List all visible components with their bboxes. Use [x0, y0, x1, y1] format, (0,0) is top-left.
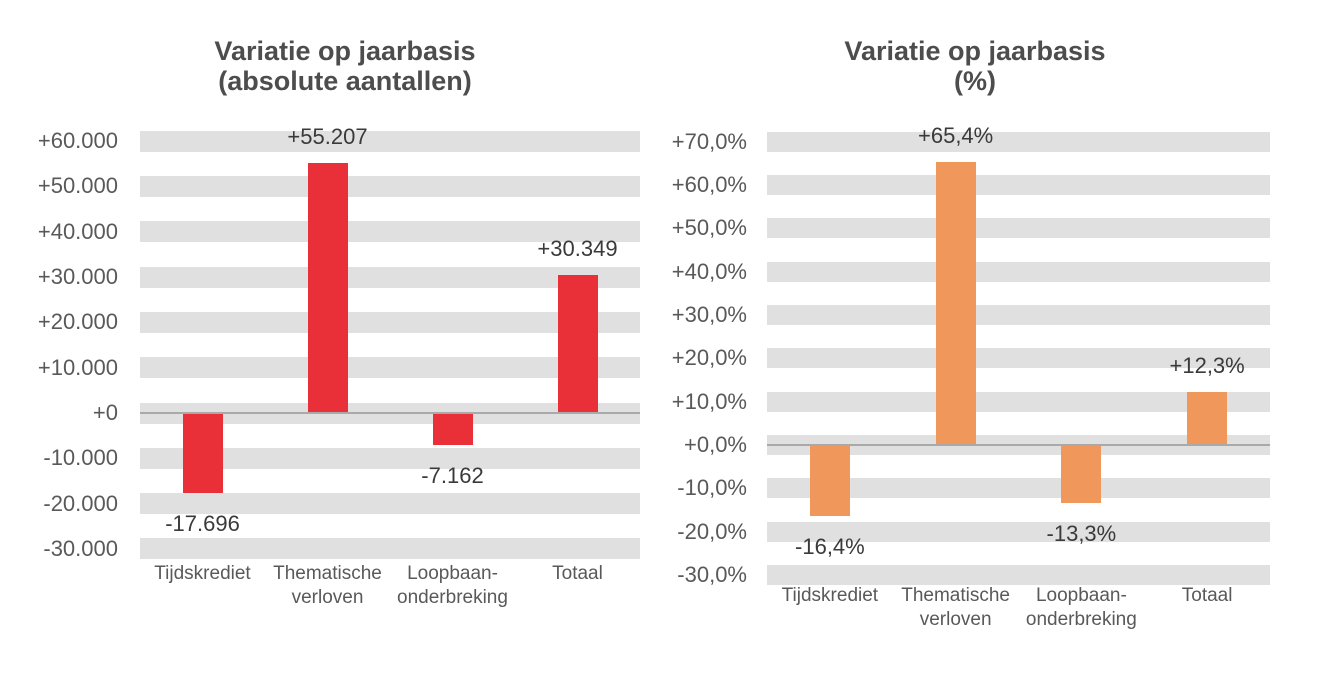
gridline-band — [767, 348, 1270, 369]
category-label-thematische-verloven: Thematische verloven — [273, 563, 382, 608]
bar-tijdskrediet — [809, 445, 850, 517]
y-axis-tick-label: +60,0% — [671, 172, 747, 198]
y-axis-tick-label: +0,0% — [684, 432, 747, 457]
y-axis-tick-label: +40,0% — [671, 258, 747, 284]
y-axis-tick-label: +0 — [92, 400, 118, 425]
gridline-band — [140, 175, 640, 197]
gridline-band — [140, 221, 640, 243]
category-label-loopbaan-onderbreking: Loopbaan- onderbreking — [1025, 585, 1137, 630]
gridline-band — [140, 266, 640, 288]
bar-value-label-tijdskrediet: -17.696 — [165, 511, 240, 537]
category-label-loopbaan-onderbreking: Loopbaan- onderbreking — [397, 563, 508, 608]
gridline-band — [140, 311, 640, 333]
zero-axis-line — [140, 412, 640, 414]
chart-title-line2: (absolute aantallen) — [218, 66, 472, 96]
gridline-band — [140, 357, 640, 379]
bar-totaal — [557, 275, 598, 413]
bar-value-label-loopbaan-onderbreking: -7.162 — [421, 463, 484, 489]
y-axis-tick-label: +20,0% — [671, 345, 747, 371]
bar-value-label-totaal: +12,3% — [1169, 352, 1245, 378]
gridline-band — [767, 218, 1270, 239]
gridline-band — [767, 131, 1270, 152]
category-label-totaal: Totaal — [552, 563, 603, 584]
bar-tijdskrediet — [182, 413, 223, 494]
y-axis-tick-label: +70,0% — [671, 128, 747, 154]
gridline-band — [767, 564, 1270, 585]
y-axis-tick-label: +40.000 — [37, 218, 118, 244]
chart-title-line2: (%) — [953, 66, 996, 96]
bar-value-label-totaal: +30.349 — [537, 236, 618, 262]
gridline-band — [767, 391, 1270, 412]
gridline-band — [767, 261, 1270, 282]
chart-title-absolute: Variatie op jaarbasis (absolute aantalle… — [214, 36, 475, 96]
bar-value-label-loopbaan-onderbreking: -13,3% — [1046, 520, 1117, 546]
category-label-totaal: Totaal — [1181, 585, 1233, 606]
y-axis-tick-label: -20,0% — [677, 518, 747, 544]
y-axis-tick-label: +30,0% — [671, 302, 747, 327]
gridline-band — [767, 478, 1270, 499]
gridline-band — [140, 130, 640, 152]
gridline-band — [140, 538, 640, 560]
y-axis-tick-label: -10,0% — [677, 475, 747, 501]
y-axis-tick-label: -30,0% — [677, 561, 747, 587]
gridline-band — [767, 521, 1270, 542]
y-axis-tick-label: +60.000 — [37, 128, 118, 154]
y-axis-tick-label: +50.000 — [37, 173, 118, 199]
bar-loopbaan-onderbreking — [1061, 445, 1102, 503]
y-axis-tick-label: +10.000 — [37, 354, 118, 380]
bar-thematische-verloven — [307, 162, 348, 413]
category-label-thematische-verloven: Thematische verloven — [901, 585, 1011, 630]
y-axis-tick-label: +10,0% — [671, 388, 747, 414]
y-axis-tick-label: -10.000 — [43, 445, 118, 471]
category-label-tijdskrediet: Tijdskrediet — [781, 585, 879, 606]
category-label-tijdskrediet: Tijdskrediet — [154, 563, 251, 584]
bar-thematische-verloven — [935, 161, 976, 445]
y-axis-tick-label: +30.000 — [37, 264, 118, 289]
chart-title-percent: Variatie op jaarbasis (%) — [844, 36, 1105, 96]
gridline-band — [140, 493, 640, 515]
bar-value-label-thematische-verloven: +65,4% — [918, 122, 994, 148]
bar-value-label-thematische-verloven: +55.207 — [287, 123, 368, 149]
bar-loopbaan-onderbreking — [432, 413, 473, 446]
chart-title-line1: Variatie op jaarbasis — [214, 36, 476, 66]
y-axis-tick-label: +50,0% — [671, 215, 747, 241]
y-axis-tick-label: -20.000 — [43, 490, 118, 516]
chart-title-line1: Variatie op jaarbasis — [844, 36, 1106, 66]
gridline-band — [140, 447, 640, 469]
gridline-band — [767, 175, 1270, 196]
bar-value-label-tijdskrediet: -16,4% — [795, 534, 865, 560]
bar-totaal — [1187, 391, 1228, 445]
y-axis-tick-label: -30.000 — [43, 535, 118, 561]
gridline-band — [767, 305, 1270, 325]
zero-axis-line — [767, 444, 1270, 446]
y-axis-tick-label: +20.000 — [37, 309, 118, 335]
